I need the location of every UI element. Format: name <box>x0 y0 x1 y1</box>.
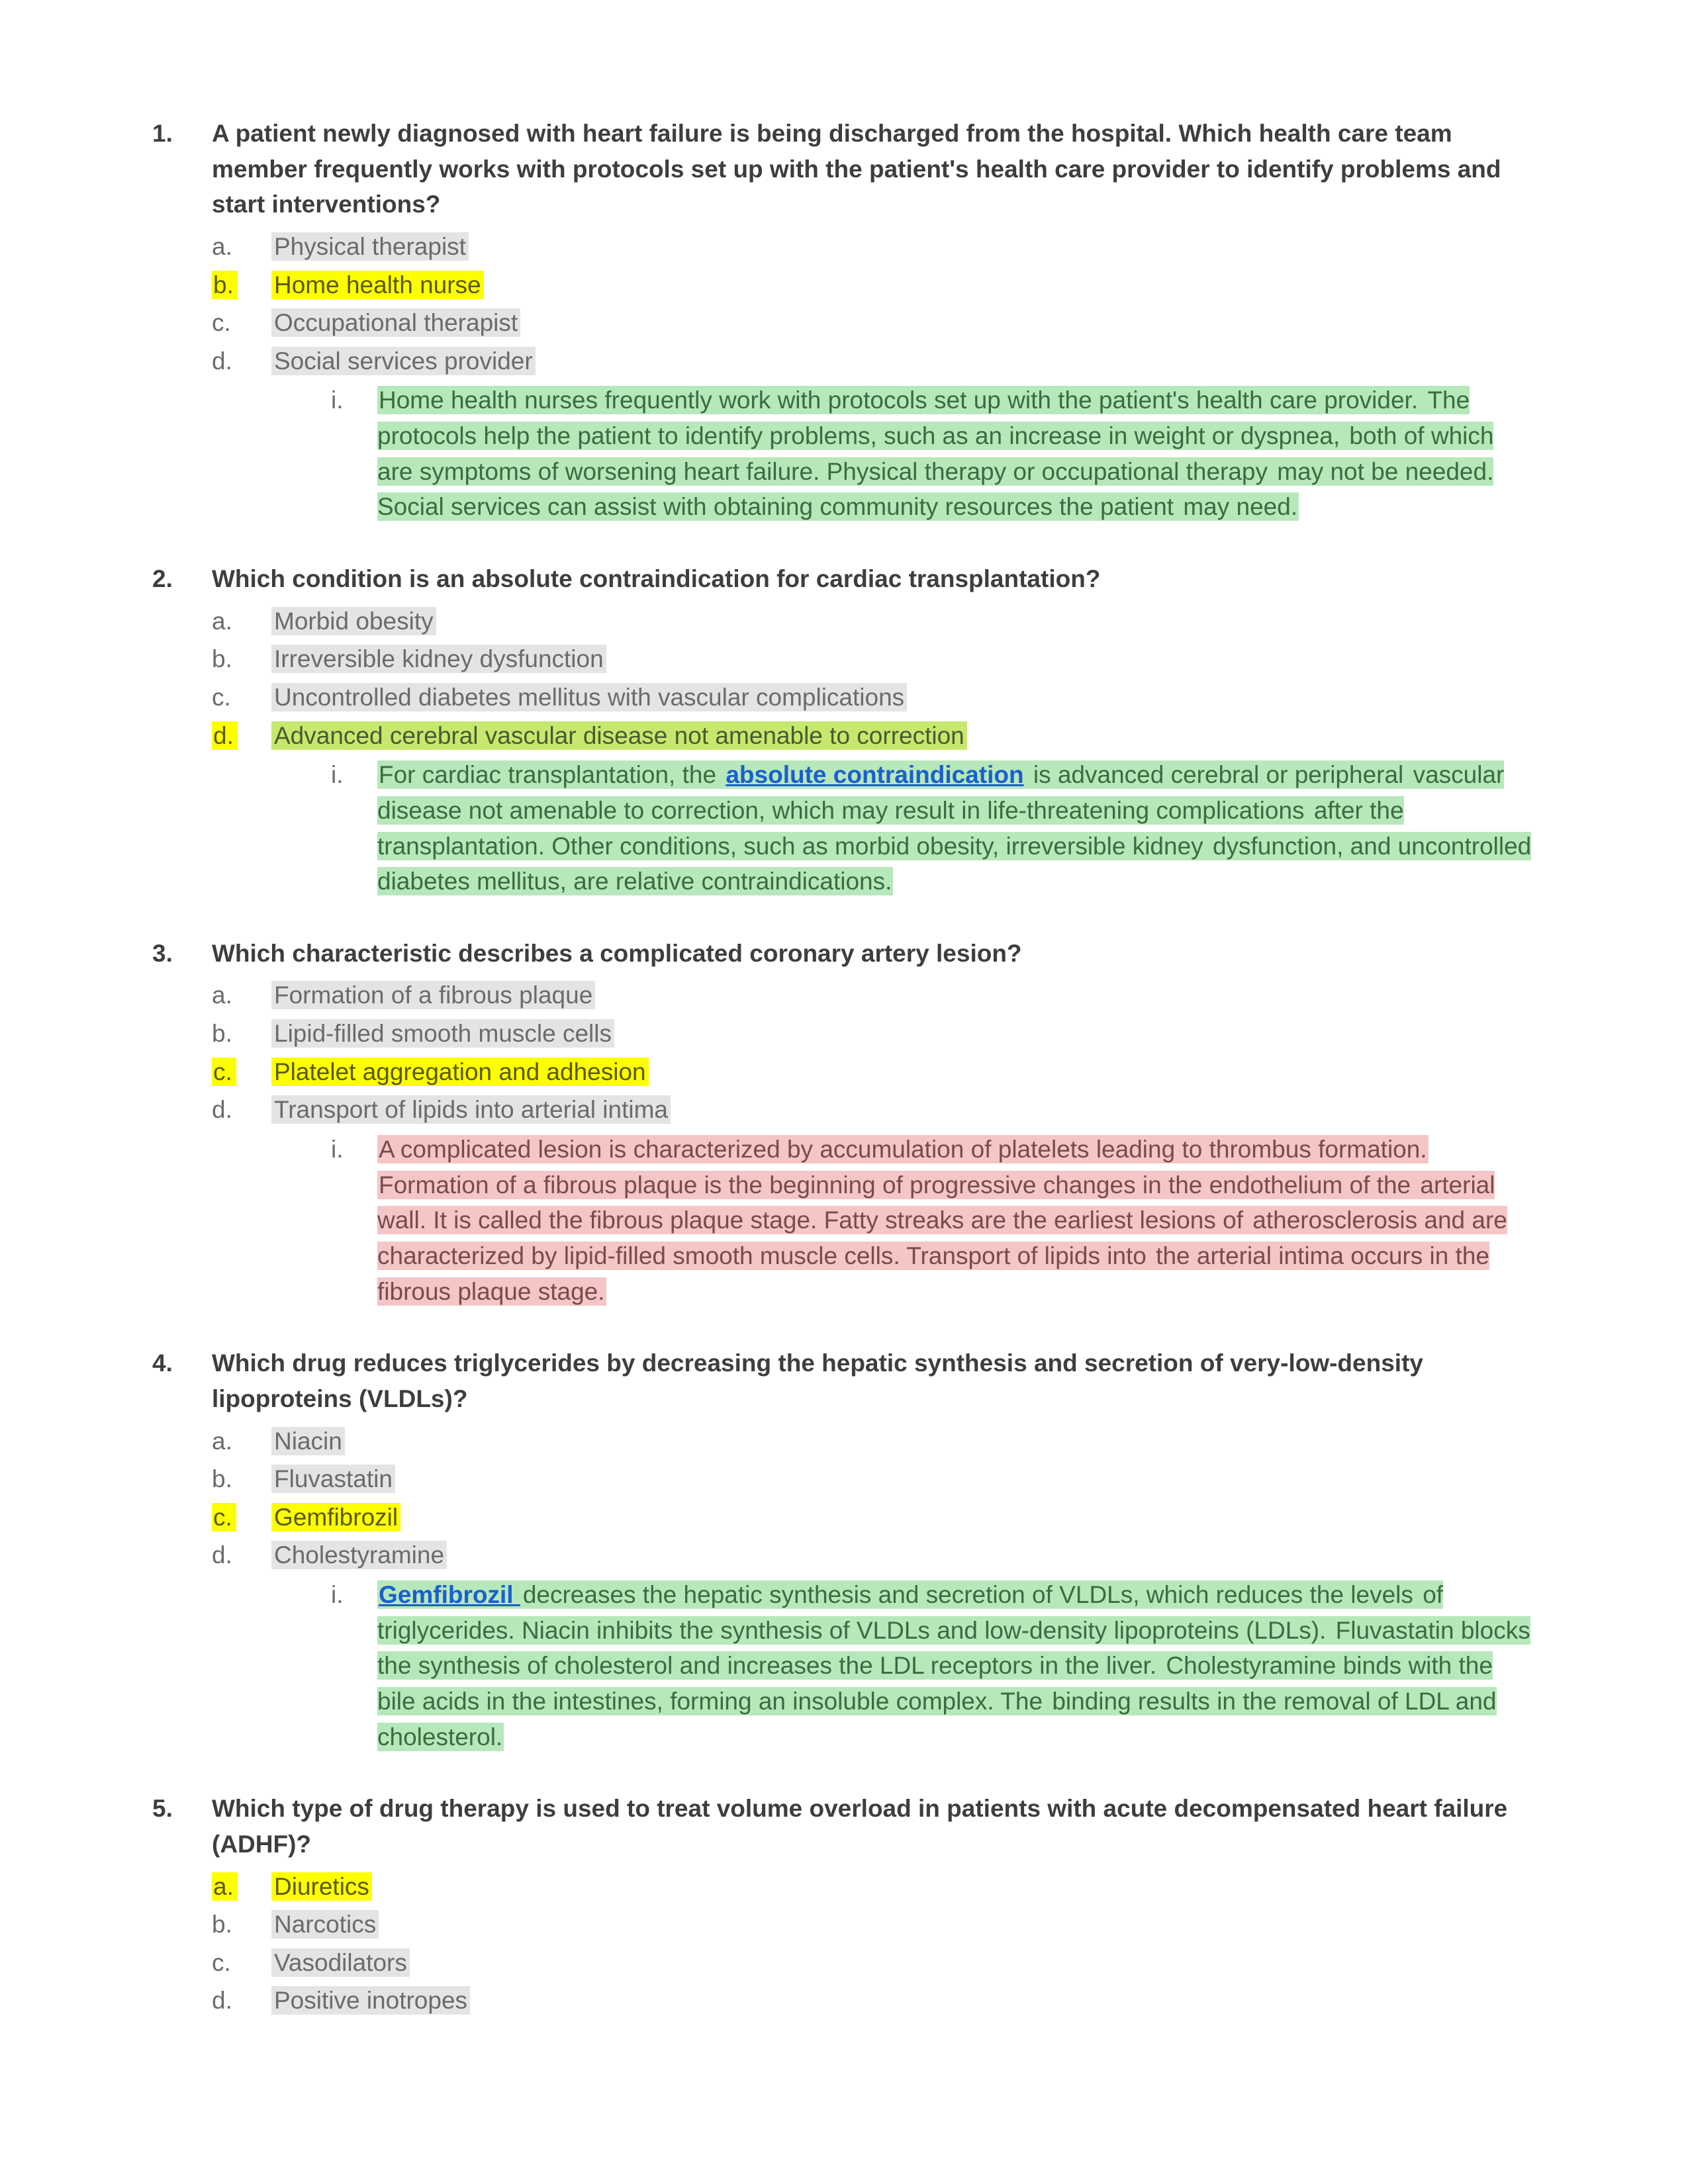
options-list: a. Diuretics b. Narcotics c. Vasodilators d. Po… <box>212 1869 1536 2019</box>
option-letter: a. <box>212 604 252 639</box>
options-list: a. Morbid obesity b. Irreversible kidney dy… <box>212 604 1536 899</box>
option-letter: c. <box>212 305 252 341</box>
explanation: Gemfibrozil decreases the hepatic synthe… <box>331 1577 1536 1754</box>
question-stem: Which drug reduces triglycerides by decr… <box>212 1345 1536 1416</box>
option-d: d. Transport of lipids into arterial inti… <box>212 1092 1536 1309</box>
option-letter: b. <box>212 641 252 677</box>
option-text: Social services provider <box>271 347 536 375</box>
option-letter: c. <box>212 1945 252 1981</box>
option-text: Positive inotropes <box>271 1986 470 2015</box>
option-a: a. Morbid obesity <box>212 604 1536 639</box>
explanation-list: A complicated lesion is characterized by… <box>271 1132 1536 1309</box>
option-text: Fluvastatin <box>271 1465 395 1493</box>
option-letter: b. <box>212 1461 252 1497</box>
explanation: For cardiac transplantation, the absolut… <box>331 757 1536 899</box>
option-c: c. Platelet aggregation and adhesion <box>212 1054 1536 1090</box>
option-letter: d. <box>212 1092 252 1128</box>
option-letter: d. <box>212 1537 252 1573</box>
explanation-text: Home health nurses frequently work with … <box>377 386 1426 414</box>
option-letter: b. <box>212 1907 252 1942</box>
option-d: d. Positive inotropes <box>212 1983 1536 2019</box>
explanation-text: is advanced cerebral or peripheral <box>1025 760 1412 789</box>
explanation-text: A complicated lesion is characterized by… <box>377 1135 1429 1163</box>
option-text: Diuretics <box>271 1872 372 1901</box>
option-d: d. Advanced cerebral vascular disease not… <box>212 718 1536 899</box>
question-stem: Which type of drug therapy is used to tr… <box>212 1791 1536 1862</box>
explanation-list: Gemfibrozil decreases the hepatic synthe… <box>271 1577 1536 1754</box>
option-c: c. Gemfibrozil <box>212 1500 1536 1535</box>
option-a: a. Physical therapist <box>212 229 1536 265</box>
option-a: a. Formation of a fibrous plaque <box>212 978 1536 1013</box>
option-text: Morbid obesity <box>271 607 436 635</box>
question-stem: Which characteristic describes a complic… <box>212 936 1536 972</box>
option-letter: d. <box>212 1983 252 2019</box>
option-text: Irreversible kidney dysfunction <box>271 645 606 673</box>
option-b: b. Narcotics <box>212 1907 1536 1942</box>
question-1: A patient newly diagnosed with heart fai… <box>152 116 1536 525</box>
option-text: Gemfibrozil <box>271 1503 400 1531</box>
question-stem: A patient newly diagnosed with heart fai… <box>212 116 1536 222</box>
option-text: Vasodilators <box>271 1948 410 1977</box>
explanation-list: Home health nurses frequently work with … <box>271 383 1536 525</box>
explanation: Home health nurses frequently work with … <box>331 383 1536 525</box>
option-text: Narcotics <box>271 1910 379 1938</box>
option-letter: d. <box>212 343 252 379</box>
question-3: Which characteristic describes a complic… <box>152 936 1536 1309</box>
option-d: d. Social services provider Home health nu… <box>212 343 1536 525</box>
option-b: b. Home health nurse <box>212 267 1536 303</box>
option-letter: b. <box>212 267 252 303</box>
option-c: c. Vasodilators <box>212 1945 1536 1981</box>
explanation-link[interactable]: Gemfibrozil <box>379 1581 520 1608</box>
option-letter: d. <box>212 718 252 754</box>
option-c: c. Uncontrolled diabetes mellitus with va… <box>212 680 1536 715</box>
explanation-text: may need. <box>1182 492 1299 521</box>
explanation-text: decreases the hepatic synthesis and secr… <box>522 1580 1421 1609</box>
question-5: Which type of drug therapy is used to tr… <box>152 1791 1536 2019</box>
question-4: Which drug reduces triglycerides by decr… <box>152 1345 1536 1754</box>
explanation: A complicated lesion is characterized by… <box>331 1132 1536 1309</box>
option-letter: b. <box>212 1016 252 1052</box>
option-c: c. Occupational therapist <box>212 305 1536 341</box>
explanation-link[interactable]: absolute contraindication <box>726 761 1023 788</box>
question-2: Which condition is an absolute contraind… <box>152 561 1536 899</box>
explanation-text: For cardiac transplantation, the <box>377 760 724 789</box>
explanation-list: For cardiac transplantation, the absolut… <box>271 757 1536 899</box>
option-text: Cholestyramine <box>271 1541 447 1569</box>
questions-list: A patient newly diagnosed with heart fai… <box>152 116 1536 2019</box>
option-a: a. Diuretics <box>212 1869 1536 1905</box>
option-a: a. Niacin <box>212 1424 1536 1459</box>
option-b: b. Irreversible kidney dysfunction <box>212 641 1536 677</box>
option-d: d. Cholestyramine Gemfibrozil decreases th… <box>212 1537 1536 1754</box>
option-letter: c. <box>212 680 252 715</box>
option-b: b. Lipid-filled smooth muscle cells <box>212 1016 1536 1052</box>
option-text: Physical therapist <box>271 232 469 261</box>
option-letter: a. <box>212 1869 252 1905</box>
option-text: Transport of lipids into arterial intima <box>271 1095 671 1124</box>
option-letter: c. <box>212 1500 252 1535</box>
option-text: Advanced cerebral vascular disease not a… <box>271 721 967 750</box>
option-text: Lipid-filled smooth muscle cells <box>271 1019 614 1048</box>
explanation-text: Formation of a fibrous plaque is the beg… <box>377 1171 1419 1199</box>
option-text: Home health nurse <box>271 271 484 299</box>
options-list: a. Niacin b. Fluvastatin c. Gemfibrozil d. Chol… <box>212 1424 1536 1755</box>
option-b: b. Fluvastatin <box>212 1461 1536 1497</box>
option-letter: a. <box>212 229 252 265</box>
option-letter: c. <box>212 1054 252 1090</box>
options-list: a. Physical therapist b. Home health nurse c… <box>212 229 1536 525</box>
option-text: Formation of a fibrous plaque <box>271 981 595 1009</box>
option-letter: a. <box>212 1424 252 1459</box>
option-text: Uncontrolled diabetes mellitus with vasc… <box>271 683 907 711</box>
option-text: Occupational therapist <box>271 308 520 337</box>
option-text: Platelet aggregation and adhesion <box>271 1058 649 1086</box>
question-stem: Which condition is an absolute contraind… <box>212 561 1536 597</box>
option-text: Niacin <box>271 1427 345 1455</box>
options-list: a. Formation of a fibrous plaque b. Lipid-f… <box>212 978 1536 1309</box>
option-letter: a. <box>212 978 252 1013</box>
